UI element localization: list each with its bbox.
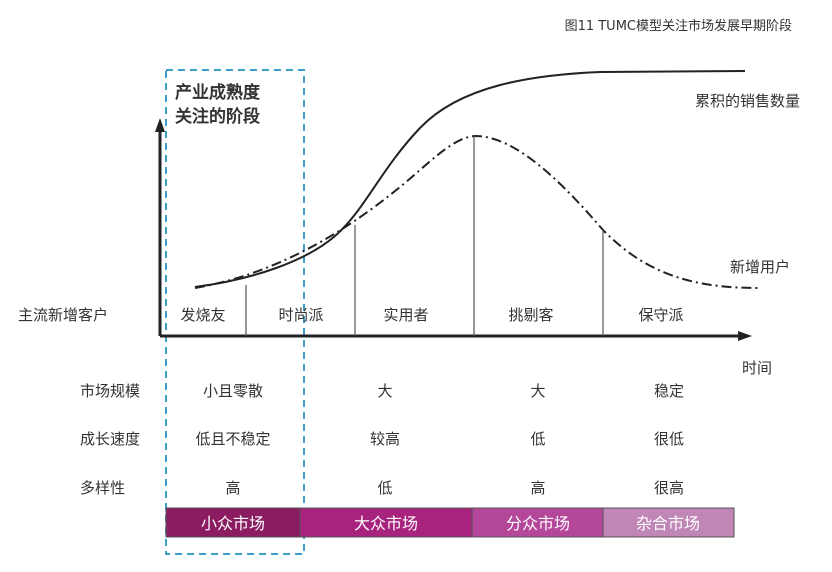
cumulative-sales-curve [194, 70, 746, 288]
table-cell: 小且零散 [203, 382, 263, 400]
focus-stage-box [165, 69, 305, 555]
table-cell: 高 [225, 479, 240, 497]
table-cell: 较高 [370, 430, 400, 448]
table-cell: 很高 [654, 479, 684, 497]
table-cell: 低 [377, 479, 392, 497]
focus-label-line-1: 产业成熟度 [175, 82, 261, 103]
x-axis-arrow [738, 331, 752, 341]
focus-label-line-2: 关注的阶段 [175, 106, 260, 127]
market-label: 杂合市场 [636, 514, 700, 533]
row-header-mainstream-customers: 主流新增客户 [18, 306, 108, 324]
table-row-label: 多样性 [80, 479, 125, 497]
market-band-segmented [471, 507, 604, 538]
series-label-cumulative-sales: 累积的销售数量 [695, 92, 800, 110]
segment-label: 时尚派 [278, 306, 323, 324]
table-cell: 很低 [654, 430, 684, 448]
x-axis-label: 时间 [742, 359, 772, 377]
market-label: 小众市场 [201, 514, 265, 533]
table-cell: 低 [530, 430, 545, 448]
market-label: 分众市场 [506, 514, 570, 533]
new-users-curve [194, 134, 761, 289]
table-row-label: 成长速度 [80, 430, 140, 448]
market-label: 大众市场 [354, 514, 418, 533]
y-axis-arrow [155, 118, 165, 132]
table-cell: 大 [377, 382, 392, 400]
market-band-hybrid [602, 507, 735, 538]
chart-title: 图11 TUMC模型关注市场发展早期阶段 [565, 18, 792, 34]
table-cell: 低且不稳定 [195, 430, 270, 448]
segment-label: 保守派 [638, 306, 683, 324]
table-cell: 高 [530, 479, 545, 497]
series-label-new-users: 新增用户 [730, 258, 790, 276]
segment-label: 实用者 [383, 306, 428, 324]
table-cell: 大 [530, 382, 545, 400]
table-row-label: 市场规模 [80, 382, 140, 400]
segment-label: 挑剔客 [508, 306, 553, 324]
market-band-mass [299, 507, 473, 538]
table-cell: 稳定 [654, 382, 684, 400]
segment-label: 发烧友 [180, 306, 225, 324]
